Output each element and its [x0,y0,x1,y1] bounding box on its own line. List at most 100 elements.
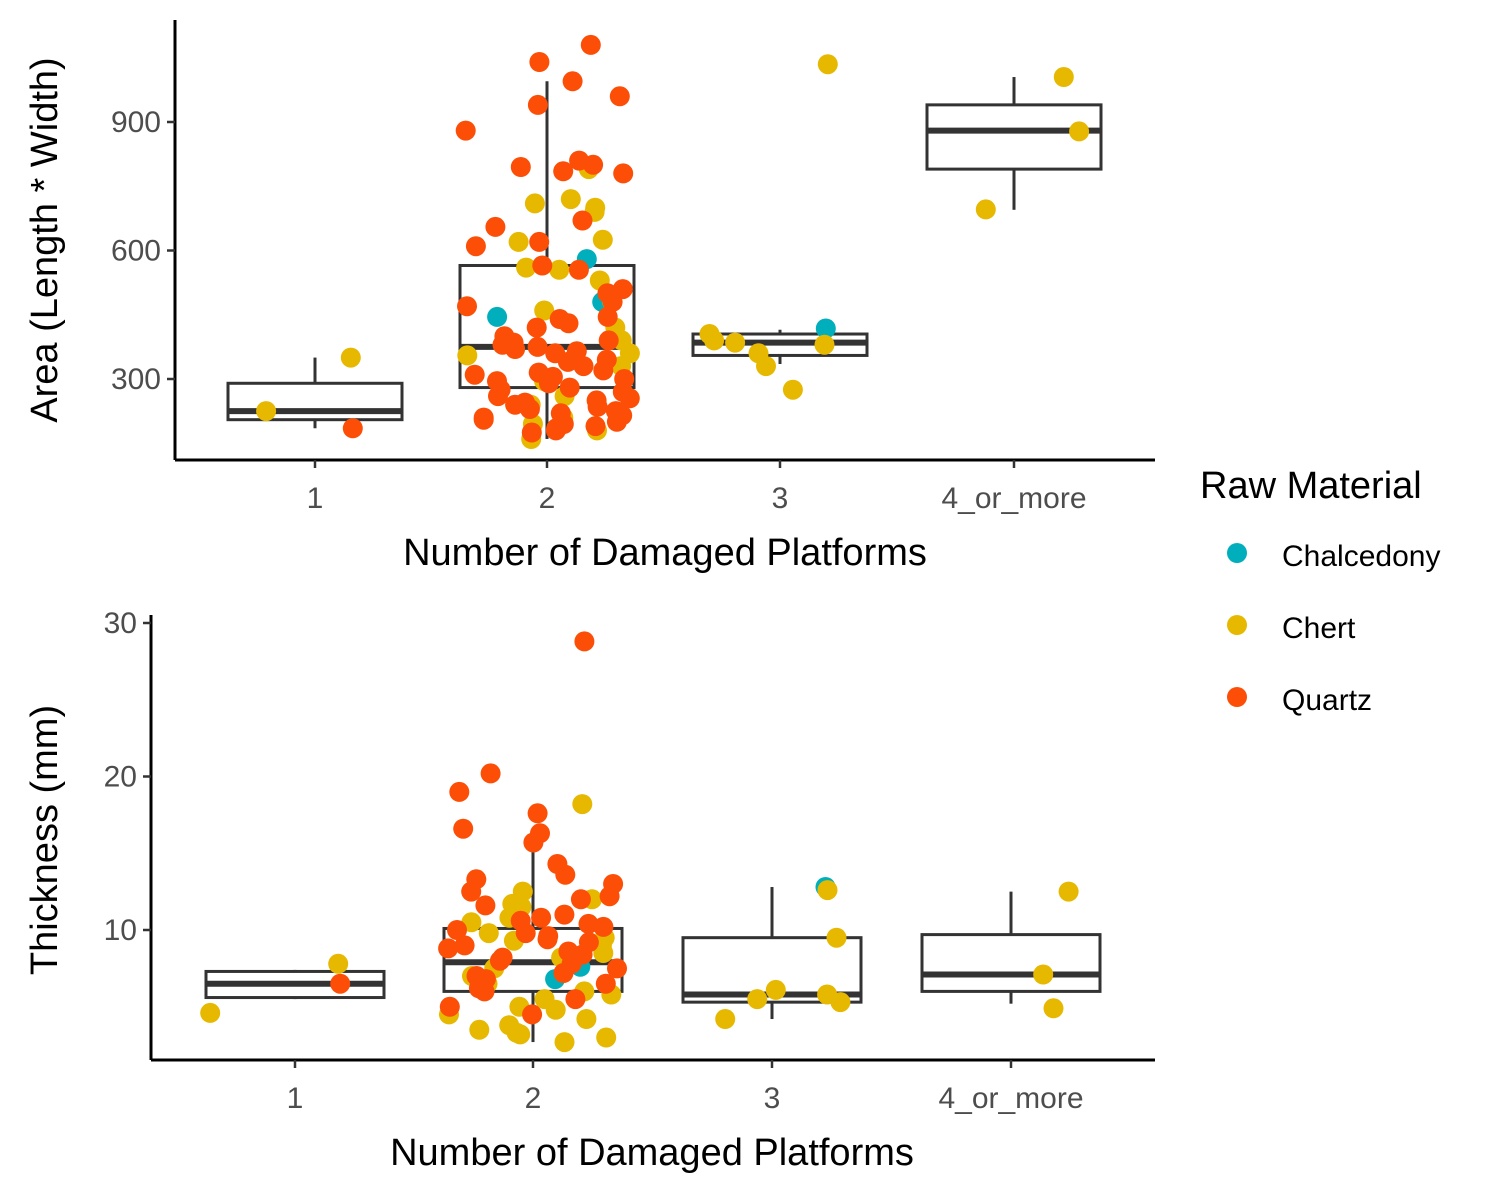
area-point-2-quartz-1 [529,52,550,72]
area-point-3-chert-2 [704,330,725,351]
area-point-2-quartz-29 [527,336,548,357]
legend-item-quartz: Quartz [1227,684,1372,717]
legend-key-chert [1227,615,1247,635]
thickness-x-tick-label-3: 3 [764,1082,781,1115]
area-point-2-quartz-2 [562,71,583,92]
thickness-point-2-quartz-41 [522,1004,543,1025]
area-point-2-quartz-7 [583,154,604,175]
thickness-point-4-or-more-chert-0 [1058,881,1079,902]
thickness-point-3-chert-4 [747,989,768,1010]
area-point-2-quartz-19 [602,291,623,312]
area-point-2-quartz-4 [527,94,548,115]
thickness-point-2-chert-22 [576,1009,597,1029]
thickness-point-2-quartz-8 [555,864,576,885]
area-point-2-quartz-57 [473,409,494,430]
thickness-point-2-chert-0 [572,794,593,815]
thickness-point-2-quartz-18 [578,913,599,934]
thickness-point-4-or-more-chert-1 [1033,964,1054,985]
thickness-point-2-quartz-21 [515,923,536,944]
area-point-2-chalcedony-2 [487,306,508,327]
area-point-3-chert-4 [814,334,835,355]
area-y-ticks: 300 600 900 [111,106,175,396]
area-x-ticks: 1 2 3 4_or_more [307,460,1087,515]
area-point-2-quartz-35 [573,356,594,377]
area-point-3-chert-6 [756,356,776,377]
thickness-panel: 10 20 30 1 2 3 4_or_more Number of Damaged Pl… [24,607,1155,1174]
thickness-point-2-quartz-11 [461,881,482,902]
area-point-2-quartz-62 [545,420,566,441]
thickness-y-axis-title: Thickness (mm) [24,705,66,975]
area-point-2-quartz-24 [526,317,547,338]
thickness-point-2-quartz-20 [447,920,467,940]
area-x-tick-label-2: 2 [539,482,556,515]
thickness-point-2-quartz-14 [475,895,496,916]
thickness-y-tick-label-20: 20 [104,761,137,794]
thickness-point-2-quartz-40 [439,996,460,1017]
area-point-2-chert-15 [457,345,478,366]
area-point-2-chert-11 [534,300,555,321]
area-point-2-quartz-46 [488,386,508,407]
area-point-2-quartz-16 [568,259,589,280]
legend-label-chert: Chert [1282,612,1356,645]
area-point-2-quartz-12 [485,216,506,237]
area-point-2-chert-2 [524,193,545,214]
legend-item-chalcedony: Chalcedony [1227,540,1440,573]
thickness-x-tick-label-2: 2 [525,1082,542,1115]
area-points [256,34,1090,449]
thickness-point-2-quartz-12 [599,886,620,907]
area-y-tick-label-600: 600 [111,235,161,268]
thickness-x-tick-label-1: 1 [287,1082,304,1115]
area-box-1 [226,381,404,422]
legend-title: Raw Material [1200,465,1422,507]
thickness-point-2-quartz-1 [480,763,501,784]
area-point-2-quartz-42 [538,373,559,394]
area-point-2-chert-5 [592,229,613,250]
area-point-2-quartz-11 [572,210,593,231]
area-point-2-quartz-63 [521,422,542,443]
area-x-tick-label-1: 1 [307,482,324,515]
area-y-tick-label-300: 300 [111,363,161,396]
area-point-2-chert-8 [549,259,570,280]
legend-key-chalcedony [1227,543,1247,563]
thickness-point-2-quartz-0 [574,631,595,652]
thickness-point-3-chert-1 [826,927,847,948]
area-point-2-quartz-5 [455,120,476,141]
area-point-4-or-more-chert-2 [975,199,996,220]
area-point-2-quartz-36 [593,360,614,381]
thickness-point-2-chert-24 [469,1019,490,1040]
legend-key-quartz [1227,687,1247,707]
area-point-2-quartz-51 [587,396,608,417]
area-boxes [226,77,1103,439]
area-x-axis-title: Number of Damaged Platforms [403,532,927,574]
area-point-2-quartz-15 [532,255,553,276]
area-point-2-quartz-0 [580,34,601,55]
area-panel: 300 600 900 1 2 3 4_or_more Number of Damaged… [24,20,1155,574]
thickness-point-2-quartz-2 [449,781,470,802]
thickness-x-axis-title: Number of Damaged Platforms [390,1132,914,1174]
area-point-2-quartz-13 [529,231,550,252]
area-point-4-or-more-chert-1 [1069,121,1090,142]
area-x-tick-label-3: 3 [772,482,789,515]
thickness-y-ticks: 10 20 30 [104,607,151,947]
thickness-point-2-quartz-16 [531,907,552,928]
area-point-2-quartz-38 [464,364,485,385]
thickness-point-2-quartz-39 [565,989,586,1010]
thickness-boxes [204,844,1102,1043]
thickness-point-3-chert-0 [817,880,838,901]
area-point-1-chert-0 [340,347,361,368]
area-point-3-chert-0 [817,54,838,75]
area-point-2-quartz-30 [505,339,526,359]
legend-label-chalcedony: Chalcedony [1282,540,1440,573]
area-point-3-chert-3 [725,332,746,353]
thickness-point-2-quartz-30 [489,950,510,971]
area-point-3-chalcedony-0 [815,318,836,339]
thickness-point-2-quartz-36 [595,973,616,994]
thickness-point-2-chert-27 [596,1027,617,1048]
thickness-point-2-chert-26 [510,1024,531,1045]
thickness-point-2-quartz-19 [593,916,614,937]
thickness-point-2-chert-20 [545,999,566,1020]
thickness-point-2-quartz-23 [537,929,558,950]
thickness-point-2-quartz-3 [527,803,548,824]
thickness-point-2-quartz-26 [438,938,459,959]
